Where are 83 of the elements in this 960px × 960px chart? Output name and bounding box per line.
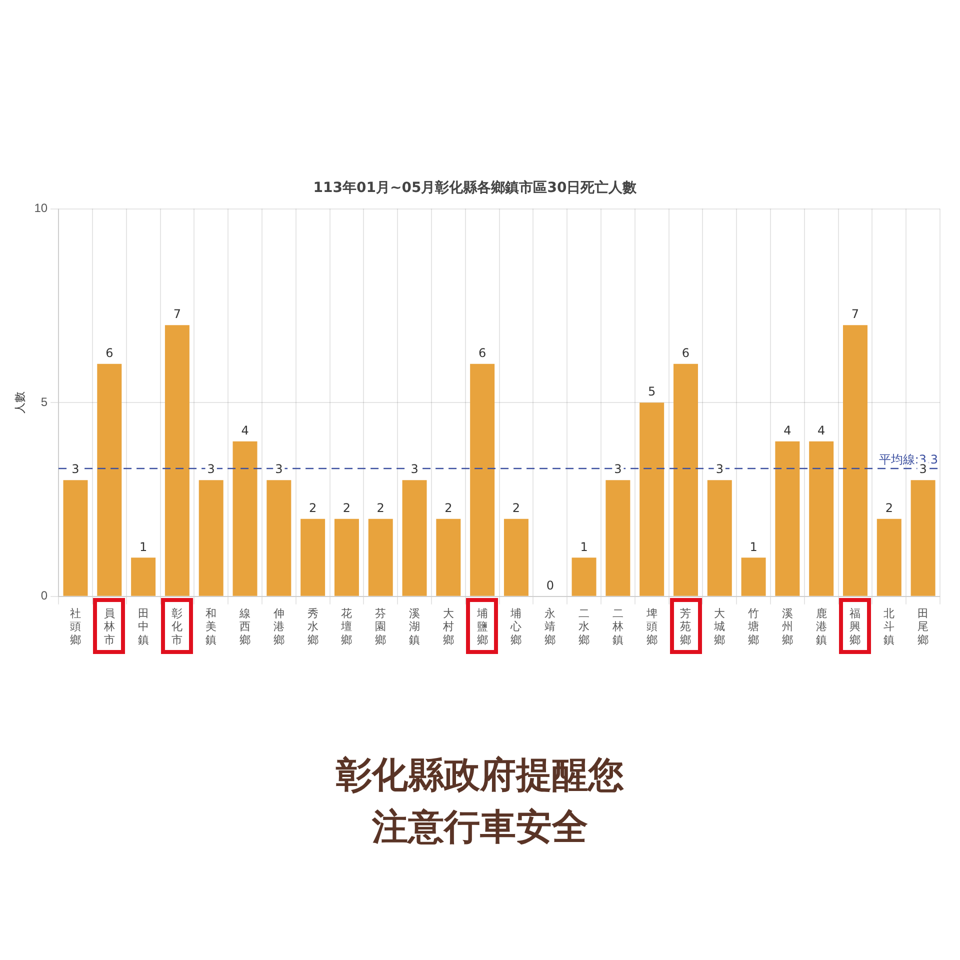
bar [606, 480, 630, 596]
x-tick-label: 二水鄉 [578, 608, 590, 646]
data-label: 3 [275, 462, 283, 476]
data-label: 6 [478, 346, 486, 360]
bar [300, 518, 326, 596]
bar [910, 480, 936, 596]
x-tick-label: 福興鄉 [850, 607, 861, 646]
bar [809, 441, 834, 596]
x-tick-label: 二林鎮 [611, 608, 624, 646]
bar [640, 402, 664, 596]
x-tick-label: 芳苑鄉 [680, 607, 692, 646]
x-tick-label: 北斗鎮 [884, 607, 895, 646]
x-tick-label: 花壇鄉 [340, 607, 352, 646]
bar [266, 480, 292, 596]
data-label: 3 [72, 462, 80, 476]
data-label: 2 [885, 501, 893, 516]
bar [572, 558, 596, 596]
x-tick-label: 溪湖鎮 [409, 608, 420, 646]
bar [131, 558, 156, 596]
bar [504, 518, 528, 596]
bar [232, 441, 258, 596]
x-tick-label: 彰化市 [172, 607, 183, 646]
data-label: 2 [308, 501, 317, 516]
x-tick-label: 伸港鄉 [273, 608, 284, 646]
data-label: 1 [580, 540, 588, 554]
bar [436, 518, 461, 596]
bar [843, 325, 868, 596]
text: 注意行車安全 [370, 806, 589, 850]
bar [368, 518, 393, 596]
data-label: 7 [173, 307, 182, 322]
data-label: 2 [444, 501, 452, 516]
y-tick-label: 10 [34, 201, 48, 216]
data-label: 3 [410, 462, 418, 476]
data-label: 2 [376, 501, 384, 516]
x-tick-label: 埤頭鄉 [645, 608, 658, 646]
data-label: 1 [139, 540, 148, 554]
data-label: 4 [784, 423, 792, 438]
x-tick-label: 永靖鄉 [544, 607, 556, 646]
y-tick-label: 0 [40, 588, 48, 603]
bar [741, 558, 766, 596]
x-tick-label: 鹿港鎮 [816, 607, 827, 646]
data-label: 2 [512, 501, 520, 516]
bar [673, 364, 698, 596]
data-label: 2 [342, 501, 351, 516]
data-label: 3 [716, 462, 724, 476]
bar [97, 364, 122, 596]
x-tick-label: 溪州鄉 [782, 608, 793, 646]
y-tick-label: 5 [40, 394, 48, 409]
x-tick-label: 竹塘鄉 [747, 608, 760, 646]
x-tick-label: 埔鹽鄉 [476, 607, 488, 646]
y-axis-title: 人數 [14, 392, 27, 414]
data-label: 3 [207, 462, 215, 476]
x-tick-label: 線西鄉 [238, 608, 251, 646]
bar [775, 441, 800, 596]
bar [470, 364, 495, 596]
x-tick-label: 芬園鄉 [375, 607, 386, 646]
data-label: 0 [546, 578, 554, 593]
data-label: 4 [241, 423, 249, 438]
x-tick-label: 秀水鄉 [307, 607, 318, 646]
x-tick-label: 員林市 [102, 608, 115, 646]
x-tick-label: 田尾鄉 [918, 608, 929, 646]
x-tick-label: 田中鎮 [138, 608, 149, 646]
x-tick-label: 和美鎮 [206, 607, 217, 646]
bar [402, 480, 427, 596]
bar [334, 518, 359, 596]
bar [63, 480, 88, 596]
data-label: 6 [682, 346, 690, 360]
text: 彰化縣政府提醒您 [334, 754, 625, 798]
x-tick-label: 埔心鄉 [510, 607, 522, 646]
bar [707, 480, 732, 596]
data-label: 5 [648, 384, 656, 399]
x-tick-label: 大城鄉 [713, 607, 726, 646]
data-label: 4 [818, 423, 826, 438]
data-label: 7 [851, 307, 860, 322]
chart-title: 113年01月~05月彰化縣各鄉鎮市區30日死亡人數 [313, 179, 638, 196]
data-label: 1 [750, 540, 758, 554]
bar [198, 480, 224, 596]
bar [876, 518, 902, 596]
bar [164, 325, 190, 596]
x-tick-label: 大村鄉 [442, 607, 454, 646]
x-tick-label: 社頭鄉 [70, 607, 81, 646]
data-label: 6 [106, 346, 114, 360]
data-label: 3 [614, 462, 622, 476]
